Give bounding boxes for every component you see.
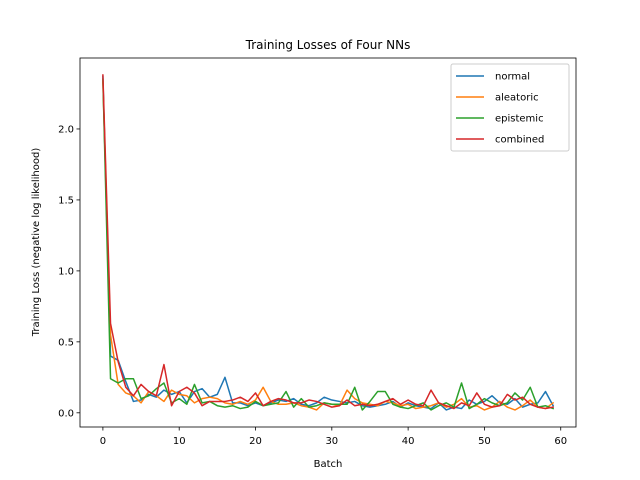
- x-tick-label: 0: [100, 436, 106, 447]
- legend-label-normal: normal: [495, 72, 530, 83]
- x-tick-label: 10: [173, 436, 186, 447]
- y-tick-label: 1.0: [58, 266, 74, 277]
- chart-title: Training Losses of Four NNs: [245, 38, 411, 52]
- legend: normal aleatoric epistemic combined: [451, 64, 569, 151]
- x-axis-title: Batch: [314, 459, 343, 470]
- y-tick-label: 0.5: [58, 337, 74, 348]
- y-tick-label: 2.0: [58, 124, 74, 135]
- legend-label-combined: combined: [495, 135, 544, 146]
- x-tick-label: 50: [478, 436, 491, 447]
- x-tick-label: 20: [249, 436, 262, 447]
- legend-label-aleatoric: aleatoric: [495, 93, 539, 104]
- y-tick-label: 0.0: [58, 408, 74, 419]
- legend-label-epistemic: epistemic: [495, 114, 544, 125]
- y-tick-label: 1.5: [58, 195, 74, 206]
- x-tick-label: 60: [554, 436, 567, 447]
- x-tick-label: 40: [402, 436, 415, 447]
- y-axis-title: Training Loss (negative log likelihood): [31, 148, 42, 338]
- x-tick-label: 30: [325, 436, 338, 447]
